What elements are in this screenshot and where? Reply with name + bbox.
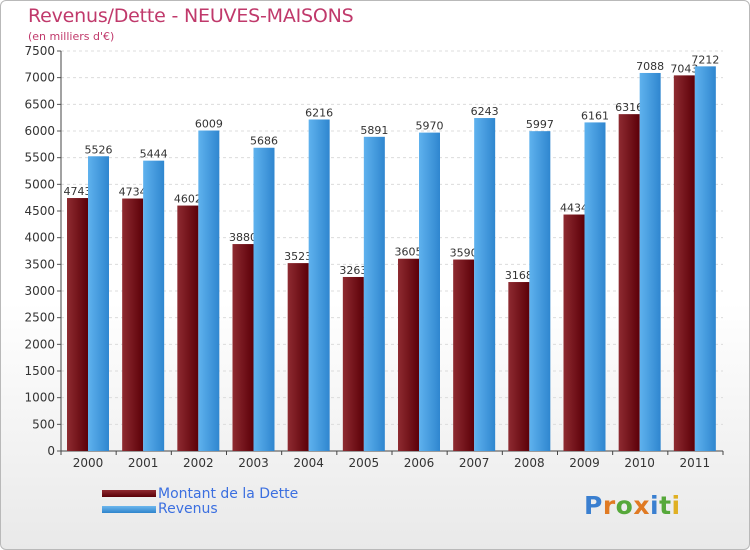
bar-revenus xyxy=(363,136,385,451)
x-tick-label: 2000 xyxy=(73,456,104,470)
data-label-dette: 3880 xyxy=(229,231,257,244)
bar-dette xyxy=(342,276,364,451)
bar-dette xyxy=(563,214,585,451)
data-label-revenus: 5997 xyxy=(526,118,554,131)
y-tick-label: 4000 xyxy=(24,231,55,245)
data-label-dette: 6316 xyxy=(615,101,643,114)
data-label-revenus: 7212 xyxy=(691,53,719,66)
bar-revenus xyxy=(529,131,551,451)
y-tick-label: 2500 xyxy=(24,311,55,325)
data-label-revenus: 6161 xyxy=(581,109,609,122)
data-label-dette: 7043 xyxy=(670,62,698,75)
x-tick-label: 2002 xyxy=(183,456,214,470)
bar-revenus xyxy=(308,119,330,451)
y-tick-label: 1000 xyxy=(24,391,55,405)
bar-dette xyxy=(398,258,419,451)
legend-label-dette: Montant de la Dette xyxy=(158,486,299,502)
x-tick-label: 2008 xyxy=(514,456,545,470)
data-label-dette: 3590 xyxy=(450,247,478,260)
proxiti-logo: Proxiti xyxy=(584,491,681,520)
y-tick-label: 2000 xyxy=(24,337,55,351)
data-label-dette: 4734 xyxy=(119,186,147,199)
bar-dette xyxy=(618,114,640,451)
y-tick-label: 4500 xyxy=(24,204,55,218)
x-tick-label: 2007 xyxy=(459,456,490,470)
chart-subtitle: (en milliers d'€) xyxy=(28,30,115,43)
data-label-dette: 3168 xyxy=(505,269,533,282)
y-tick-label: 0 xyxy=(47,444,55,458)
data-label-dette: 3605 xyxy=(395,246,423,259)
bar-revenus xyxy=(419,132,440,451)
data-label-revenus: 5526 xyxy=(85,143,113,156)
y-tick-label: 3500 xyxy=(24,257,55,271)
x-tick-label: 2004 xyxy=(293,456,324,470)
data-label-revenus: 6009 xyxy=(195,118,223,131)
y-tick-label: 5500 xyxy=(24,151,55,165)
data-label-dette: 4743 xyxy=(64,185,92,198)
y-tick-label: 7500 xyxy=(24,44,55,58)
data-label-dette: 4434 xyxy=(560,202,588,215)
bar-revenus xyxy=(639,72,661,452)
bar-dette xyxy=(177,205,199,451)
bar-dette xyxy=(232,244,254,451)
bar-dette xyxy=(673,75,695,451)
data-label-revenus: 5891 xyxy=(360,124,388,137)
x-tick-label: 2011 xyxy=(680,456,711,470)
y-tick-label: 500 xyxy=(32,417,55,431)
x-tick-label: 2001 xyxy=(128,456,159,470)
bar-revenus xyxy=(694,66,716,452)
bar-dette xyxy=(287,263,309,451)
legend-label-revenus: Revenus xyxy=(158,501,218,517)
data-label-revenus: 5686 xyxy=(250,135,278,148)
data-label-revenus: 6243 xyxy=(471,105,499,118)
y-tick-label: 7000 xyxy=(24,71,55,85)
legend-swatch-dette xyxy=(102,490,156,497)
bar-revenus xyxy=(88,156,109,451)
chart-title: Revenus/Dette - NEUVES-MAISONS xyxy=(28,5,354,27)
data-label-dette: 3523 xyxy=(284,250,312,263)
data-label-revenus: 5444 xyxy=(140,148,168,161)
bar-revenus xyxy=(198,130,220,451)
bar-revenus xyxy=(253,147,275,451)
y-tick-label: 1500 xyxy=(24,364,55,378)
x-tick-label: 2010 xyxy=(624,456,655,470)
bar-revenus xyxy=(143,160,165,452)
data-label-dette: 3263 xyxy=(339,264,367,277)
y-tick-label: 6000 xyxy=(24,124,55,138)
bar-dette xyxy=(122,198,144,451)
y-tick-label: 5000 xyxy=(24,177,55,191)
bar-dette xyxy=(67,198,88,451)
bar-revenus xyxy=(584,122,606,451)
legend-swatch-revenus xyxy=(102,506,156,513)
x-tick-label: 2006 xyxy=(404,456,435,470)
y-tick-label: 6500 xyxy=(24,97,55,111)
bar-revenus xyxy=(474,118,496,451)
bar-dette xyxy=(453,259,475,451)
data-label-revenus: 7088 xyxy=(636,60,664,73)
x-tick-label: 2009 xyxy=(569,456,600,470)
bar-dette xyxy=(508,282,530,451)
data-label-revenus: 6216 xyxy=(305,106,333,119)
x-tick-label: 2003 xyxy=(238,456,269,470)
data-label-revenus: 5970 xyxy=(416,120,444,133)
x-tick-label: 2005 xyxy=(349,456,380,470)
y-tick-label: 3000 xyxy=(24,284,55,298)
data-label-dette: 4602 xyxy=(174,193,202,206)
